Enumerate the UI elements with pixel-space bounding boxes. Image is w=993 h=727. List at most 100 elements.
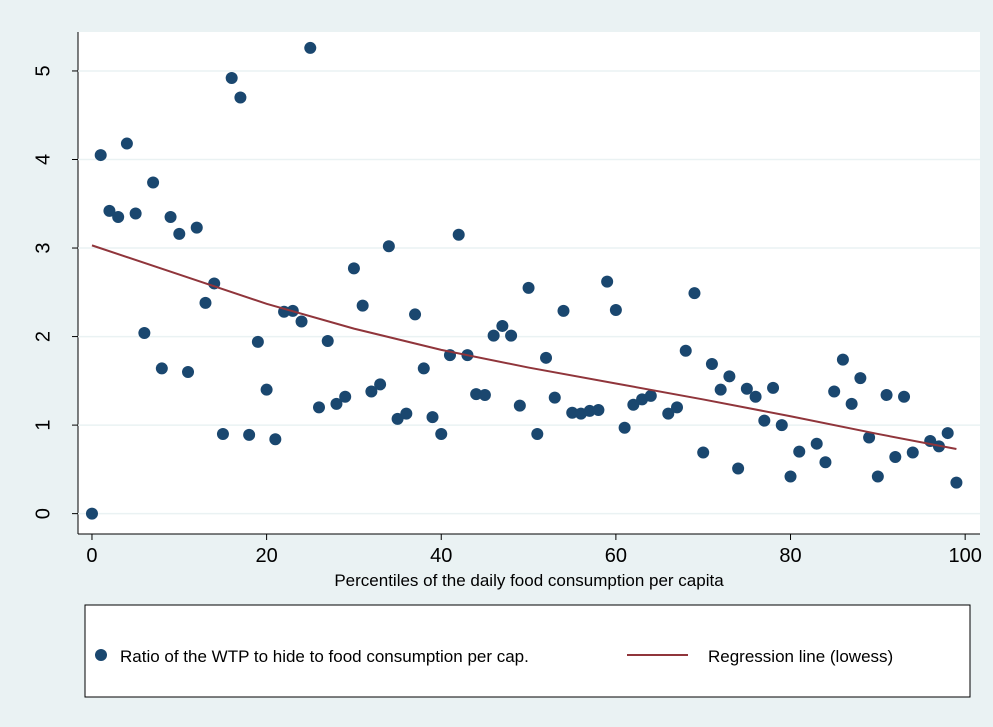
point — [644, 389, 657, 402]
point — [889, 450, 902, 463]
point — [906, 446, 919, 459]
point — [880, 388, 893, 401]
point — [810, 437, 823, 450]
point — [225, 72, 238, 85]
y-tick-label: 0 — [32, 508, 54, 519]
point — [129, 207, 142, 220]
point — [260, 383, 273, 396]
point — [269, 433, 282, 446]
point — [775, 419, 788, 432]
point — [513, 399, 526, 412]
point — [784, 470, 797, 483]
point — [941, 427, 954, 440]
point — [120, 137, 133, 150]
point — [339, 390, 352, 403]
point — [365, 385, 378, 398]
x-tick-label: 80 — [779, 545, 801, 567]
point — [138, 327, 151, 340]
point — [347, 262, 360, 275]
point — [356, 299, 369, 312]
point — [312, 401, 325, 414]
point — [173, 227, 186, 240]
point — [251, 335, 264, 348]
point — [662, 407, 675, 420]
point — [391, 412, 404, 425]
point — [705, 358, 718, 371]
y-tick-label: 4 — [32, 154, 54, 165]
point — [819, 456, 832, 469]
point — [155, 362, 168, 375]
point — [767, 381, 780, 394]
point — [216, 427, 229, 440]
point — [417, 362, 430, 375]
point — [452, 228, 465, 241]
point — [609, 304, 622, 317]
point — [828, 385, 841, 398]
point — [190, 221, 203, 234]
point — [601, 275, 614, 288]
point — [522, 281, 535, 294]
legend-marker — [95, 649, 107, 661]
point — [164, 211, 177, 224]
point — [199, 296, 212, 309]
point — [470, 388, 483, 401]
point — [400, 407, 413, 420]
point — [304, 41, 317, 54]
point — [243, 428, 256, 441]
point — [863, 431, 876, 444]
point — [426, 411, 439, 424]
x-tick-label: 20 — [255, 545, 277, 567]
point — [94, 149, 107, 162]
y-tick-label: 2 — [32, 331, 54, 342]
legend-label: Ratio of the WTP to hide to food consump… — [120, 647, 529, 666]
point — [531, 427, 544, 440]
point — [697, 446, 710, 459]
point — [557, 304, 570, 317]
point — [671, 401, 684, 414]
point — [548, 391, 561, 404]
point — [898, 390, 911, 403]
x-tick-label: 40 — [430, 545, 452, 567]
x-tick-label: 0 — [86, 545, 97, 567]
lowess-line — [91, 244, 957, 450]
point — [85, 507, 98, 520]
point — [714, 383, 727, 396]
point — [234, 91, 247, 104]
point — [295, 315, 308, 328]
y-tick-label: 3 — [32, 242, 54, 253]
x-tick-label: 100 — [948, 545, 981, 567]
point — [749, 390, 762, 403]
point — [618, 421, 631, 434]
y-tick-label: 5 — [32, 65, 54, 76]
point — [112, 211, 125, 224]
point — [478, 388, 491, 401]
legend-box — [84, 604, 971, 698]
legend-label: Regression line (lowess) — [708, 647, 893, 666]
point — [583, 404, 596, 417]
point — [487, 329, 500, 342]
point — [321, 334, 334, 347]
point — [103, 204, 116, 217]
point — [740, 382, 753, 395]
point — [382, 240, 395, 253]
point — [688, 287, 701, 300]
point — [758, 414, 771, 427]
point — [950, 476, 963, 489]
point — [409, 308, 422, 321]
point — [182, 365, 195, 378]
point — [496, 319, 509, 332]
point — [845, 397, 858, 410]
point — [793, 445, 806, 458]
point — [435, 427, 448, 440]
point — [540, 351, 553, 364]
point — [723, 370, 736, 383]
y-tick-label: 1 — [32, 420, 54, 431]
point — [505, 329, 518, 342]
point — [871, 470, 884, 483]
point — [627, 398, 640, 411]
point — [330, 397, 343, 410]
x-axis-title: Percentiles of the daily food consumptio… — [334, 571, 724, 590]
point — [566, 406, 579, 419]
